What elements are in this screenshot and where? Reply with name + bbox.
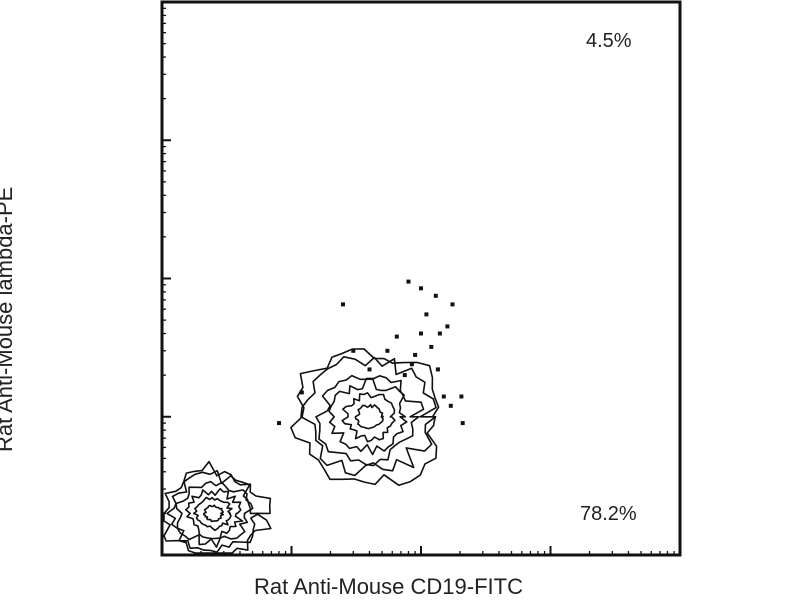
event-point xyxy=(424,312,428,316)
contour-layer xyxy=(164,349,439,553)
axis-ticks xyxy=(162,8,674,555)
contour-ring xyxy=(355,405,383,429)
event-point xyxy=(445,324,449,328)
event-point xyxy=(395,335,399,339)
event-point xyxy=(436,367,440,371)
event-point xyxy=(438,332,442,336)
event-point xyxy=(403,373,407,377)
event-point xyxy=(300,390,304,394)
event-point xyxy=(449,404,453,408)
quadrant-label-lower-right: 78.2% xyxy=(580,503,637,526)
contour-ring xyxy=(176,482,253,547)
event-point xyxy=(341,302,345,306)
x-axis-title: Rat Anti-Mouse CD19-FITC xyxy=(254,574,523,600)
event-point xyxy=(385,349,389,353)
contour-ring xyxy=(194,498,232,531)
event-point xyxy=(451,302,455,306)
event-point xyxy=(407,280,411,284)
event-point xyxy=(277,421,281,425)
contour-ring xyxy=(204,505,224,521)
event-point xyxy=(461,421,465,425)
event-point xyxy=(419,286,423,290)
quadrant-label-upper-right: 4.5% xyxy=(586,30,632,53)
event-point xyxy=(413,353,417,357)
contour-ring xyxy=(329,378,407,454)
contour-ring xyxy=(342,393,395,442)
event-point xyxy=(419,332,423,336)
y-axis-title: Rat Anti-Mouse lambda-PE xyxy=(0,187,18,452)
event-point xyxy=(368,367,372,371)
event-point xyxy=(429,345,433,349)
event-point xyxy=(351,349,355,353)
event-point xyxy=(434,294,438,298)
event-point xyxy=(459,395,463,399)
event-point xyxy=(442,395,446,399)
event-point xyxy=(410,362,414,366)
